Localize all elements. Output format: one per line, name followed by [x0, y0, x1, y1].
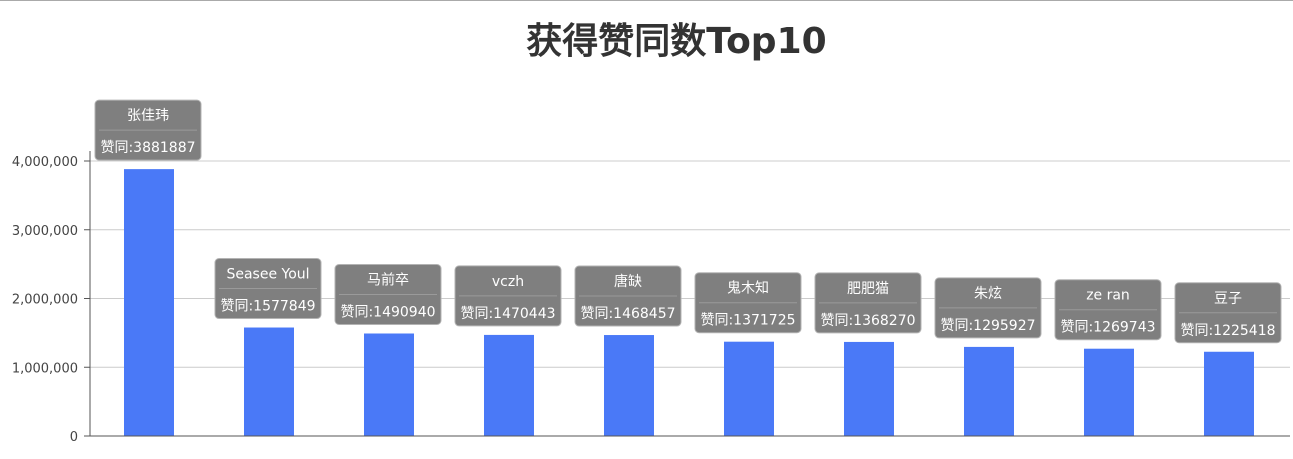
data-label: 赞同:1368270 [820, 313, 915, 329]
chart-title: 获得赞同数Top10 [526, 21, 827, 62]
y-tick-label: 2,000,000 [12, 293, 78, 308]
category-label: 鬼木知 [727, 280, 769, 297]
bar[interactable] [364, 333, 414, 436]
y-tick-label: 1,000,000 [12, 361, 78, 376]
category-label: 唐缺 [614, 273, 642, 290]
category-label: 张佳玮 [127, 108, 169, 124]
bar[interactable] [964, 346, 1014, 436]
bar-tooltip: Seasee Youl 赞同:1577849 [214, 258, 322, 320]
bar[interactable] [484, 334, 534, 436]
category-label: 豆子 [1214, 291, 1242, 307]
bar[interactable] [244, 327, 294, 436]
y-tick-label: 0 [70, 430, 78, 445]
data-label: 赞同:1371725 [700, 313, 795, 329]
bar[interactable] [124, 169, 174, 436]
category-label: vczh [492, 274, 524, 290]
bar[interactable] [1084, 348, 1134, 436]
top-border [0, 0, 1293, 1]
data-label: 赞同:1577849 [220, 299, 315, 315]
data-label: 赞同:1468457 [580, 306, 675, 322]
data-label: 赞同:1470443 [460, 306, 555, 322]
bar-tooltip: ze ran 赞同:1269743 [1054, 279, 1162, 341]
category-label: 马前卒 [367, 271, 409, 288]
bar-tooltip: vczh 赞同:1470443 [454, 265, 562, 327]
category-label: ze ran [1086, 288, 1130, 304]
data-label: 赞同:3881887 [100, 140, 195, 156]
y-tick-label: 4,000,000 [12, 155, 78, 170]
data-label: 赞同:1490940 [340, 304, 435, 320]
data-label: 赞同:1225418 [1180, 323, 1275, 339]
bar[interactable] [844, 341, 894, 436]
bar[interactable] [1204, 351, 1254, 436]
data-label: 赞同:1295927 [940, 318, 1035, 334]
bar[interactable] [604, 335, 654, 436]
category-label: 朱炫 [974, 286, 1002, 302]
category-label: 肥肥猫 [847, 281, 889, 297]
category-label: Seasee Youl [226, 267, 309, 283]
y-tick-label: 3,000,000 [12, 224, 78, 239]
data-label: 赞同:1269743 [1060, 320, 1155, 336]
bar[interactable] [724, 341, 774, 436]
